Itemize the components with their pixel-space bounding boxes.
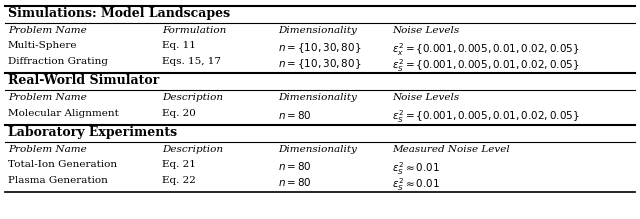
- Text: Simulations: Model Landscapes: Simulations: Model Landscapes: [8, 7, 230, 20]
- Text: $n = 80$: $n = 80$: [278, 160, 312, 172]
- Text: Multi-Sphere: Multi-Sphere: [8, 41, 77, 50]
- Text: Problem Name: Problem Name: [8, 145, 87, 154]
- Text: Problem Name: Problem Name: [8, 93, 87, 102]
- Text: $n = \{10, 30, 80\}$: $n = \{10, 30, 80\}$: [278, 57, 362, 71]
- Text: Eq. 22: Eq. 22: [162, 176, 196, 185]
- Text: Laboratory Experiments: Laboratory Experiments: [8, 126, 177, 139]
- Text: Description: Description: [162, 145, 223, 154]
- Text: Measured Noise Level: Measured Noise Level: [392, 145, 509, 154]
- Text: $\epsilon_S^2 = \{0.001, 0.005, 0.01, 0.02, 0.05\}$: $\epsilon_S^2 = \{0.001, 0.005, 0.01, 0.…: [392, 57, 580, 74]
- Text: Noise Levels: Noise Levels: [392, 93, 460, 102]
- Text: Molecular Alignment: Molecular Alignment: [8, 109, 119, 118]
- Text: Eqs. 15, 17: Eqs. 15, 17: [162, 57, 221, 66]
- Text: $\epsilon_x^2 = \{0.001, 0.005, 0.01, 0.02, 0.05\}$: $\epsilon_x^2 = \{0.001, 0.005, 0.01, 0.…: [392, 41, 580, 58]
- Text: $\epsilon_S^2 = \{0.001, 0.005, 0.01, 0.02, 0.05\}$: $\epsilon_S^2 = \{0.001, 0.005, 0.01, 0.…: [392, 109, 580, 125]
- Text: $\epsilon_S^2 \approx 0.01$: $\epsilon_S^2 \approx 0.01$: [392, 176, 440, 193]
- Text: $n = 80$: $n = 80$: [278, 176, 312, 188]
- Text: Dimensionality: Dimensionality: [278, 26, 357, 35]
- Text: Eq. 20: Eq. 20: [162, 109, 196, 118]
- Text: Dimensionality: Dimensionality: [278, 145, 357, 154]
- Text: Total-Ion Generation: Total-Ion Generation: [8, 160, 117, 169]
- Text: $n = \{10, 30, 80\}$: $n = \{10, 30, 80\}$: [278, 41, 362, 55]
- Text: Plasma Generation: Plasma Generation: [8, 176, 108, 185]
- Text: Problem Name: Problem Name: [8, 26, 87, 35]
- Text: Eq. 21: Eq. 21: [162, 160, 196, 169]
- Text: Description: Description: [162, 93, 223, 102]
- Text: Noise Levels: Noise Levels: [392, 26, 460, 35]
- Text: $\epsilon_S^2 \approx 0.01$: $\epsilon_S^2 \approx 0.01$: [392, 160, 440, 177]
- Text: Dimensionality: Dimensionality: [278, 93, 357, 102]
- Text: Real-World Simulator: Real-World Simulator: [8, 74, 159, 87]
- Text: Diffraction Grating: Diffraction Grating: [8, 57, 108, 66]
- Text: $n = 80$: $n = 80$: [278, 109, 312, 121]
- Text: Formulation: Formulation: [162, 26, 227, 35]
- Text: Eq. 11: Eq. 11: [162, 41, 196, 50]
